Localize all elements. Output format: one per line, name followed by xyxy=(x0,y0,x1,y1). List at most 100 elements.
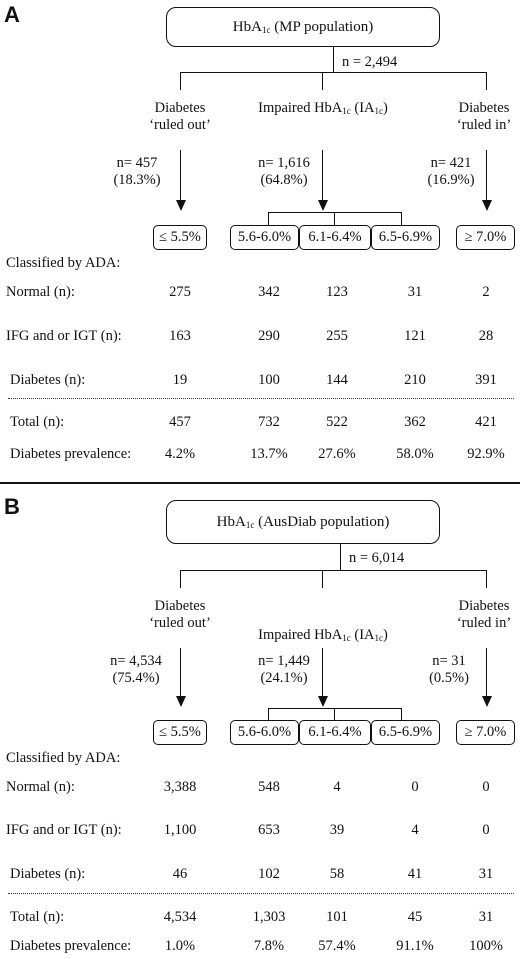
cell: 1,100 xyxy=(163,822,197,838)
cell: 0 xyxy=(411,779,419,795)
branch-line xyxy=(180,570,486,571)
group-mid-count: n= 1,616 (64.8%) xyxy=(258,155,310,188)
cell: 102 xyxy=(258,866,280,882)
arrow-head xyxy=(482,696,492,707)
panel-letter: B xyxy=(4,494,20,519)
connector xyxy=(180,72,181,90)
arrow-head xyxy=(482,200,492,211)
cell: 342 xyxy=(258,284,280,300)
cell: 121 xyxy=(404,328,426,344)
arrow-line xyxy=(180,648,181,698)
cell: 28 xyxy=(478,328,494,344)
cell: 653 xyxy=(258,822,280,838)
group-left-count: n= 4,534 (75.4%) xyxy=(110,653,162,686)
group-right-label: Diabetes ‘ruled in’ xyxy=(456,598,512,631)
cell: 31 xyxy=(478,866,494,882)
cell: 0 xyxy=(482,779,490,795)
arrow-line xyxy=(486,150,487,202)
row-label-prevalence: Diabetes prevalence: xyxy=(10,446,132,462)
connector xyxy=(333,47,334,72)
row-label-total: Total (n): xyxy=(10,414,65,430)
connector xyxy=(340,544,341,570)
row-label-ifg: IFG and or IGT (n): xyxy=(6,822,122,838)
group-right-count: n= 31 (0.5%) xyxy=(429,653,469,686)
cell: 41 xyxy=(407,866,423,882)
cell: 58 xyxy=(329,866,345,882)
connector xyxy=(268,212,269,225)
category-box: ≤ 5.5% xyxy=(153,225,207,250)
panel-letter: A xyxy=(4,2,20,27)
cell: 2 xyxy=(482,284,490,300)
category-box: ≥ 7.0% xyxy=(456,225,515,250)
group-mid-count: n= 1,449 (24.1%) xyxy=(258,653,310,686)
cell: 144 xyxy=(326,372,348,388)
cell: 210 xyxy=(404,372,426,388)
category-box: ≤ 5.5% xyxy=(153,720,207,745)
row-label-normal: Normal (n): xyxy=(6,284,75,300)
cell: 522 xyxy=(326,414,348,430)
cell: 100% xyxy=(469,938,503,954)
category-box: 6.5-6.9% xyxy=(371,720,440,745)
cell: 100 xyxy=(258,372,280,388)
row-label-normal: Normal (n): xyxy=(6,779,75,795)
cell: 27.6% xyxy=(318,446,356,462)
arrow-line xyxy=(322,648,323,698)
connector xyxy=(486,570,487,588)
connector xyxy=(322,72,323,90)
group-right-count: n= 421 (16.9%) xyxy=(427,155,475,188)
row-label-total: Total (n): xyxy=(10,909,65,925)
connector xyxy=(334,708,335,720)
classified-by: Classified by ADA: xyxy=(6,255,121,271)
arrow-head xyxy=(176,696,186,707)
root-box: HbA1c (MP population) xyxy=(166,7,440,47)
category-box: 6.1-6.4% xyxy=(299,225,371,250)
cell: 91.1% xyxy=(396,938,434,954)
connector xyxy=(486,72,487,90)
branch-line xyxy=(180,72,486,73)
connector xyxy=(334,212,335,225)
cell: 39 xyxy=(329,822,345,838)
total-n: n = 6,014 xyxy=(349,550,405,566)
cell: 31 xyxy=(407,284,423,300)
cell: 92.9% xyxy=(467,446,505,462)
cell: 123 xyxy=(326,284,348,300)
category-box: ≥ 7.0% xyxy=(456,720,515,745)
connector xyxy=(401,708,402,720)
cell: 45 xyxy=(407,909,423,925)
row-label-diabetes: Diabetes (n): xyxy=(10,372,86,388)
cell: 13.7% xyxy=(250,446,288,462)
connector xyxy=(268,708,269,720)
cell: 46 xyxy=(172,866,188,882)
connector xyxy=(322,570,323,588)
cell: 19 xyxy=(172,372,188,388)
cell: 58.0% xyxy=(396,446,434,462)
cell: 163 xyxy=(169,328,191,344)
arrow-line xyxy=(180,150,181,202)
cell: 255 xyxy=(326,328,348,344)
cell: 31 xyxy=(478,909,494,925)
category-box: 5.6-6.0% xyxy=(230,225,299,250)
cell: 4 xyxy=(333,779,341,795)
panel-divider xyxy=(0,482,520,484)
cell: 548 xyxy=(258,779,280,795)
group-left-count: n= 457 (18.3%) xyxy=(113,155,161,188)
cell: 362 xyxy=(404,414,426,430)
row-label-diabetes: Diabetes (n): xyxy=(10,866,86,882)
arrow-head xyxy=(318,696,328,707)
root-title: HbA1c (AusDiab population) xyxy=(216,513,390,530)
group-right-label: Diabetes ‘ruled in’ xyxy=(456,100,512,133)
cell: 7.8% xyxy=(253,938,285,954)
category-box: 5.6-6.0% xyxy=(230,720,299,745)
connector xyxy=(401,212,402,225)
classified-by: Classified by ADA: xyxy=(6,750,121,766)
cell: 101 xyxy=(326,909,348,925)
dotted-separator xyxy=(8,398,514,399)
arrow-line xyxy=(486,648,487,698)
category-box: 6.1-6.4% xyxy=(299,720,371,745)
cell: 57.4% xyxy=(318,938,356,954)
row-label-ifg: IFG and or IGT (n): xyxy=(6,328,122,344)
group-mid-label: Impaired HbA1c (IA1c) xyxy=(258,627,388,643)
arrow-head xyxy=(318,200,328,211)
connector xyxy=(180,570,181,588)
cell: 421 xyxy=(475,414,497,430)
